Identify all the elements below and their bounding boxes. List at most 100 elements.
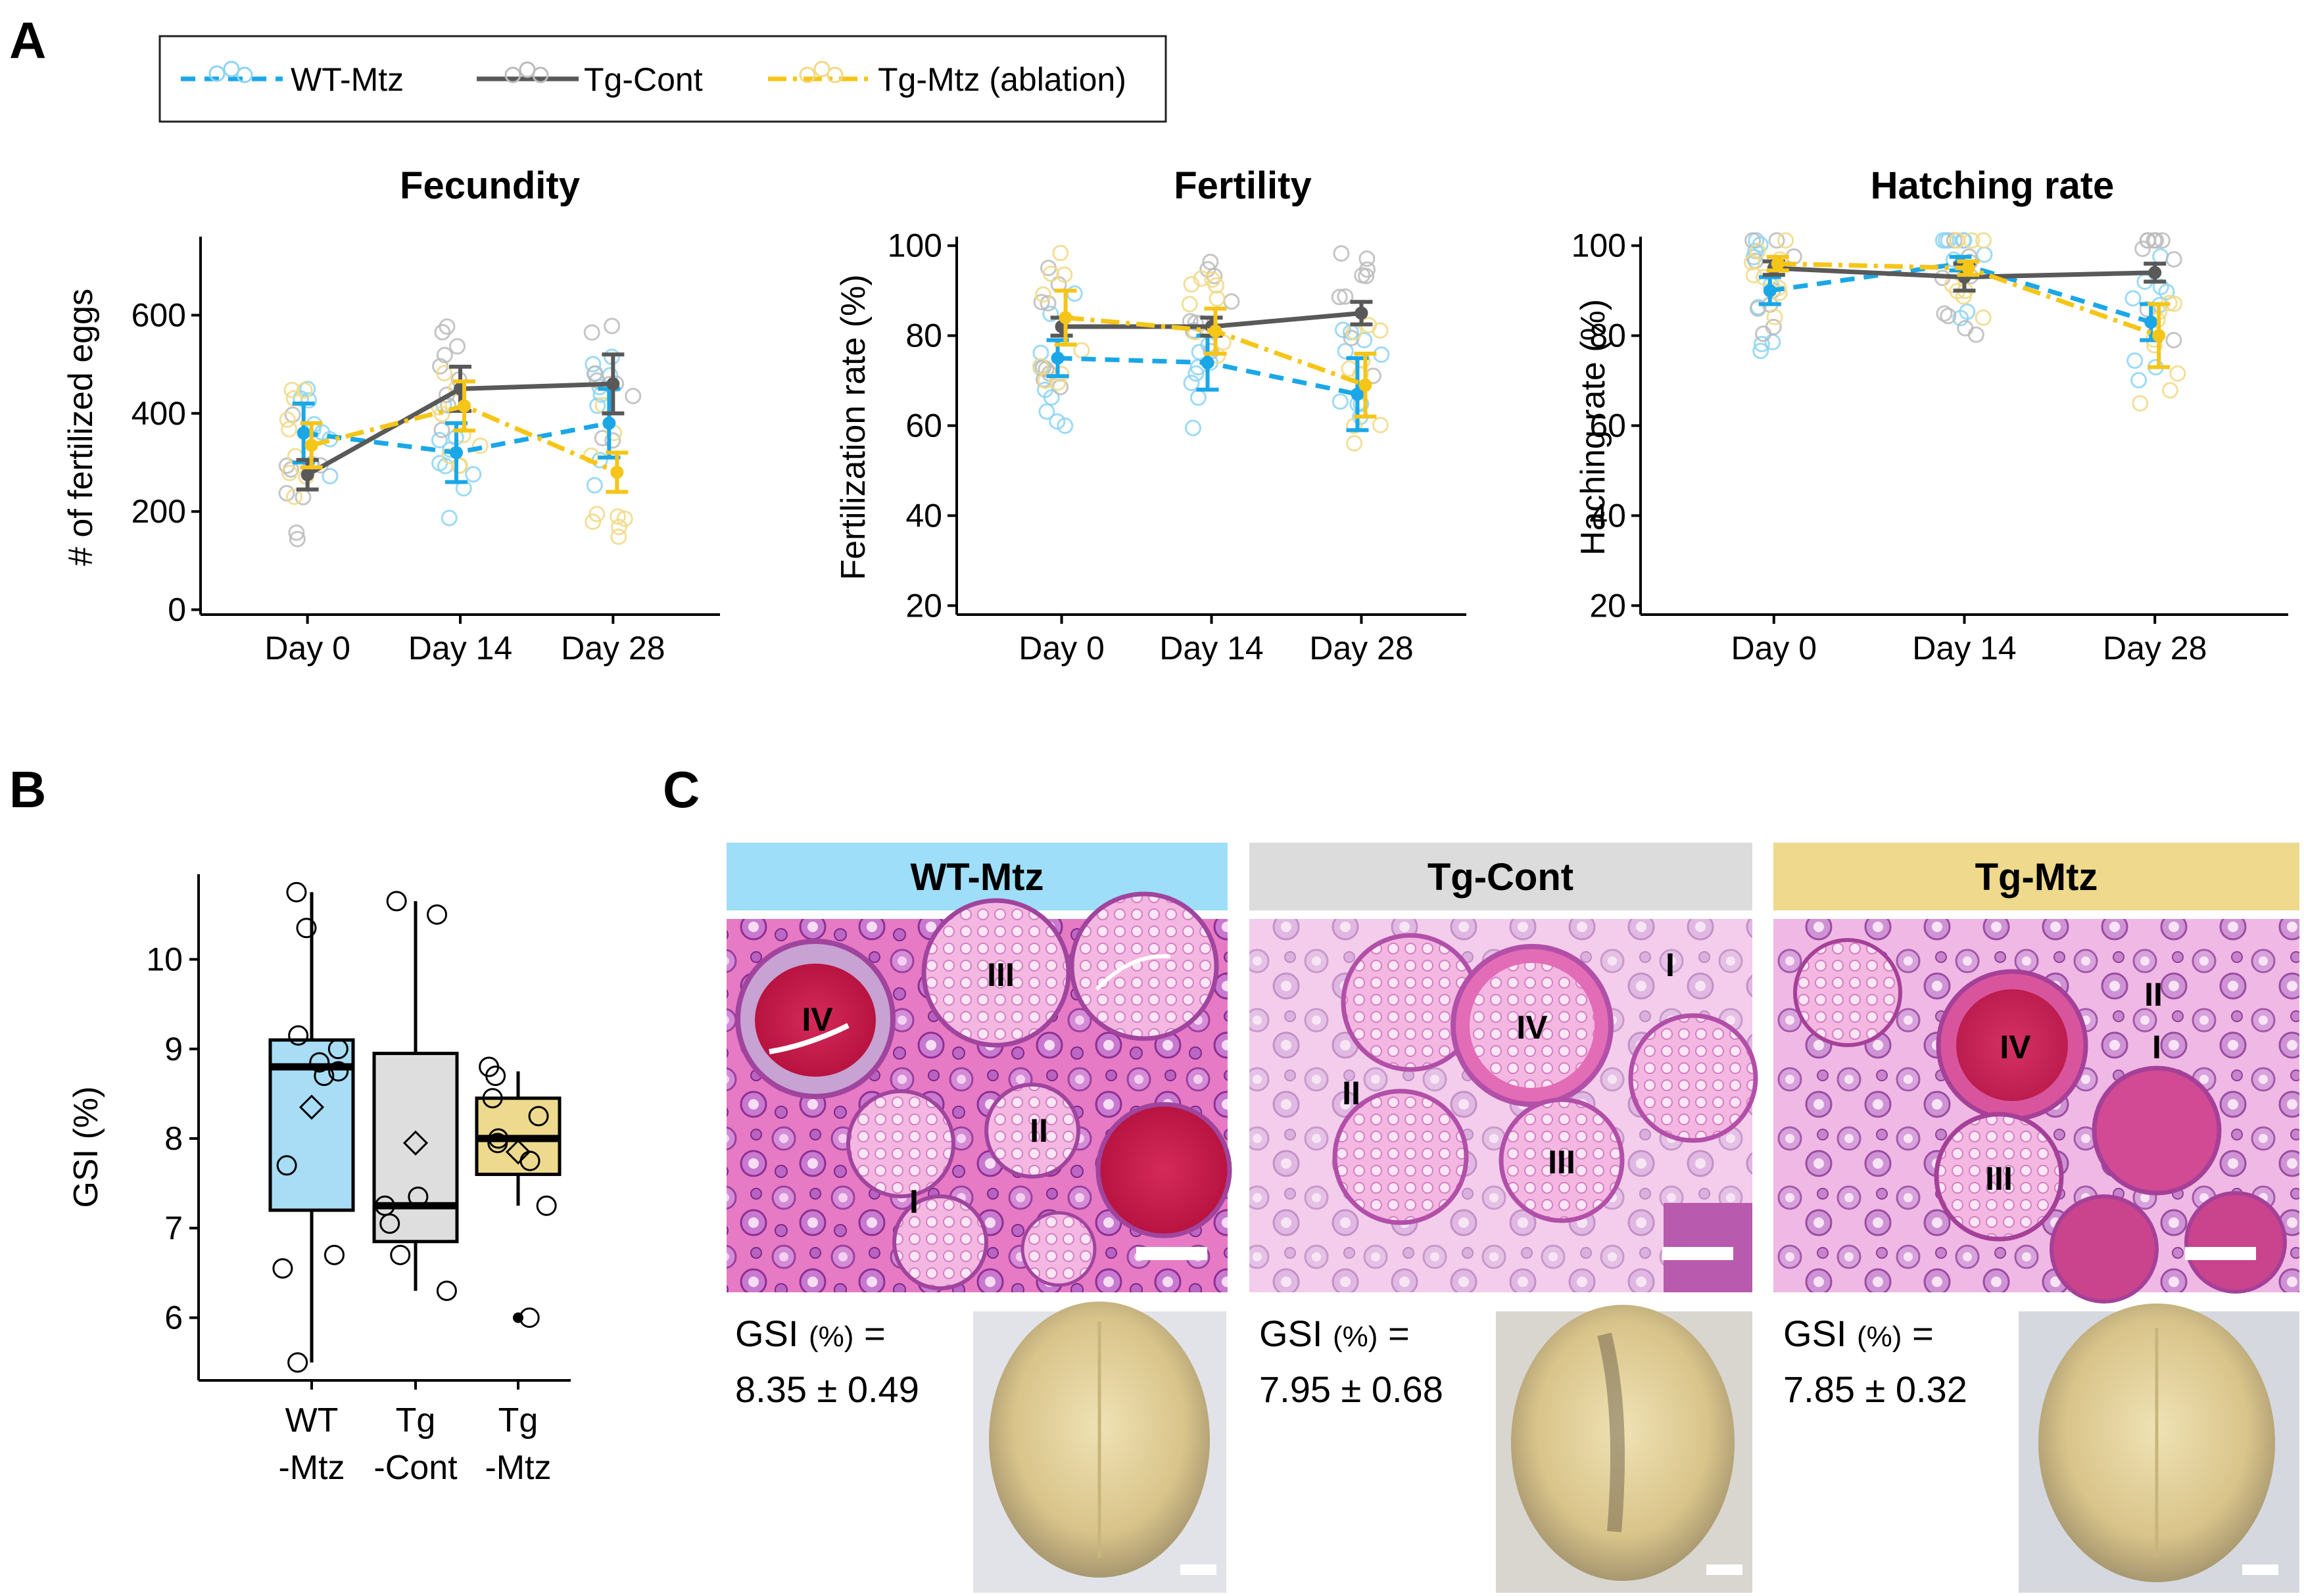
gsi-prefix: GSI [1259,1313,1322,1354]
individual-point-wt-mtz [1057,417,1074,434]
individual-point-tg-mtz [1052,245,1069,262]
individual-point-tg-mtz [471,437,489,454]
gsi-value: GSI (%) = 7.85 ± 0.32 [1783,1313,1967,1410]
individual-point-wt-mtz [1356,332,1373,349]
individual-point-tg-mtz [433,406,450,423]
data-point [276,1155,297,1176]
stage-label-i: I [1666,947,1675,983]
stage-label-iii: III [987,956,1015,993]
individual-point-wt-mtz [2158,283,2175,300]
individual-point-tg-mtz [1042,265,1059,282]
individual-point-tg-cont [278,457,295,474]
individual-point-tg-mtz [1949,232,1966,249]
data-point [309,1052,330,1073]
histology-section-image [727,891,1232,1292]
mean-point-wt-mtz [1763,284,1777,298]
individual-point-tg-cont [434,323,451,340]
individual-point-tg-mtz [1346,434,1363,452]
individual-point-wt-mtz [322,467,339,484]
individual-point-wt-mtz [465,466,482,483]
mean-diamond [402,1130,429,1156]
y-axis-label: # of fertilized eggs [62,289,100,566]
panel-label-b: B [9,761,46,818]
data-point [536,1195,557,1216]
individual-point-tg-cont [604,432,621,449]
mean-point-wt-mtz [450,446,463,459]
individual-point-tg-cont [1940,308,1957,325]
individual-point-tg-mtz [2169,365,2186,382]
individual-point-wt-mtz [441,509,458,527]
individual-point-wt-mtz [586,477,603,494]
mean-point-tg-cont [300,468,314,482]
chart-title: Fecundity [400,164,580,207]
individual-point-tg-mtz [2161,382,2178,399]
data-point [327,1039,348,1060]
chart-title: Fertility [1174,164,1312,207]
data-point [485,1066,506,1087]
y-tick-label: 80 [1589,317,1626,354]
mean-point-tg-mtz [458,399,471,413]
data-point [288,1025,309,1046]
x-tick-label: Day 0 [1019,630,1105,667]
individual-point-wt-mtz [1032,344,1049,362]
mean-point-tg-mtz [610,465,624,479]
gsi-equals: = [1912,1313,1934,1354]
individual-point-tg-mtz [616,510,633,527]
mean-point-wt-mtz [1351,387,1364,401]
box-iqr [372,1052,459,1244]
x-tick-label: -Cont [373,1449,458,1487]
y-tick-label: 200 [132,493,186,530]
stage-label-iv: IV [1516,1009,1548,1046]
individual-point-wt-mtz [1334,321,1351,339]
gsi-mean-sem: 7.85 ± 0.32 [1783,1369,1967,1410]
gonad-photo [973,1302,1226,1593]
histology-header-label: WT-Mtz [911,856,1044,899]
stage-label-i: I [909,1183,919,1220]
individual-point-tg-cont [2139,232,2156,249]
individual-point-tg-mtz [1053,365,1070,383]
data-point [287,1352,308,1373]
individual-point-wt-mtz [1753,335,1770,352]
gsi-unit: (%) [809,1321,853,1353]
individual-point-tg-mtz [281,421,298,438]
individual-point-tg-cont [2165,332,2182,349]
individual-point-tg-cont [1359,261,1376,278]
individual-point-tg-cont [449,338,466,355]
individual-point-tg-cont [1765,318,1782,335]
x-tick-label: Tg [498,1401,539,1440]
chart-title: Hatching rate [1871,164,2115,207]
mean-point-tg-cont [2148,266,2162,279]
y-tick-label: 9 [164,1031,183,1068]
individual-point-wt-mtz [1956,232,1973,249]
data-point [272,1258,293,1279]
individual-point-tg-cont [1744,232,1762,249]
individual-point-tg-cont [625,387,642,404]
stage-label-iv: IV [2000,1029,2031,1066]
individual-point-tg-cont [1358,250,1376,268]
individual-point-tg-cont [439,318,456,335]
stage-label-ii: II [1030,1112,1048,1149]
gonad-photo [2019,1303,2299,1593]
individual-point-tg-mtz [285,390,302,407]
individual-point-tg-cont [1936,305,1953,322]
mean-point-wt-mtz [297,426,310,440]
data-point [436,1280,457,1302]
individual-point-tg-mtz [279,411,296,428]
data-point [390,1244,411,1265]
gonad-photo [1496,1305,1752,1593]
data-point [286,881,307,903]
mean-point-tg-mtz [1358,378,1372,392]
svg-text:GSI (%) =: GSI (%) = [1783,1313,1934,1354]
mean-point-tg-cont [1355,306,1368,320]
histology-header-label: Tg-Cont [1428,856,1573,899]
x-tick-label: Day 28 [1309,630,1413,667]
individual-point-tg-cont [604,317,621,335]
stage-label-ii: II [2144,976,2163,1013]
individual-point-tg-mtz [1975,232,1992,249]
individual-point-tg-mtz [1975,309,1992,326]
individual-point-tg-mtz [1372,322,1389,339]
individual-point-tg-mtz [610,519,627,536]
individual-point-tg-mtz [1766,308,1783,325]
y-tick-label: 40 [1589,497,1626,534]
individual-point-tg-mtz [585,513,602,530]
